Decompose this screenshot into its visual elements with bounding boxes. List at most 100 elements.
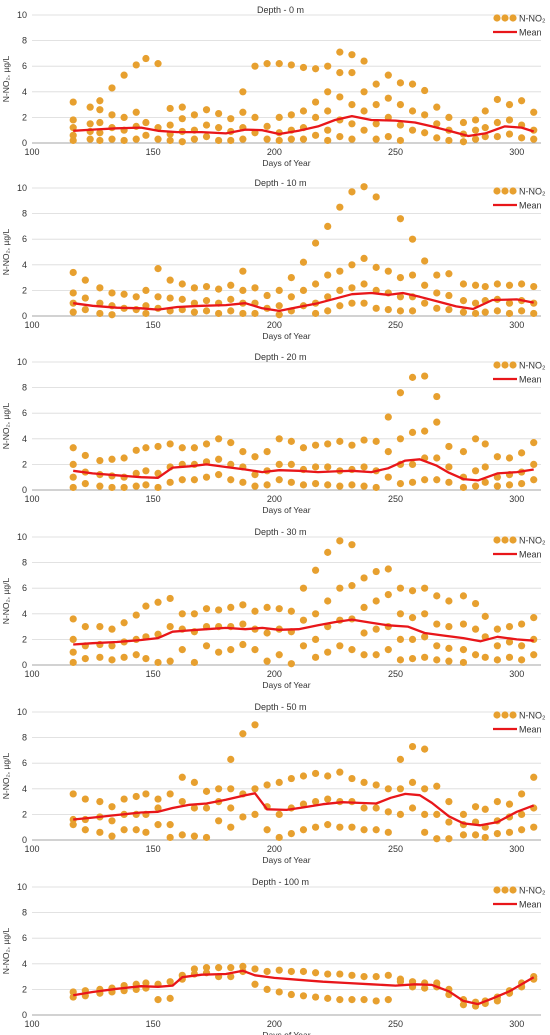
- sample-point: [372, 80, 380, 88]
- sample-point: [299, 107, 308, 115]
- sample-point: [287, 967, 295, 976]
- sample-point: [324, 772, 332, 780]
- sample-point: [384, 996, 392, 1004]
- sample-point: [120, 290, 128, 298]
- sample-point: [108, 84, 116, 92]
- sample-point: [408, 804, 417, 812]
- sample-point: [287, 135, 295, 143]
- sample-point: [263, 629, 271, 637]
- sample-point: [311, 993, 320, 1001]
- sample-point: [505, 130, 514, 138]
- sample-point: [132, 135, 140, 143]
- y-tick-label: 2: [22, 112, 27, 122]
- sample-point: [215, 471, 223, 479]
- sample-point: [120, 454, 128, 462]
- sample-point: [372, 483, 380, 492]
- sample-point: [408, 428, 417, 436]
- sample-point: [471, 116, 480, 124]
- x-tick-label: 100: [24, 669, 39, 679]
- sample-point: [287, 293, 295, 301]
- sample-point: [348, 299, 356, 307]
- sample-point: [324, 136, 332, 145]
- sample-point: [471, 467, 480, 475]
- sample-point: [421, 785, 429, 793]
- sample-point: [421, 745, 429, 753]
- sample-point: [275, 460, 283, 468]
- sample-point: [396, 610, 405, 618]
- sample-point: [227, 603, 235, 612]
- sample-point: [336, 48, 344, 56]
- sample-point: [360, 651, 368, 659]
- sample-point: [142, 309, 150, 318]
- sample-point: [96, 798, 104, 806]
- sample-point: [530, 773, 538, 781]
- sample-point: [421, 584, 429, 592]
- sample-point: [360, 436, 368, 444]
- sample-point: [202, 121, 211, 129]
- sample-point: [433, 103, 441, 111]
- y-tick-label: 4: [22, 959, 27, 969]
- sample-point: [81, 276, 89, 284]
- sample-point: [166, 978, 174, 986]
- sample-point: [275, 833, 283, 842]
- sample-point: [108, 832, 116, 840]
- sample-point: [108, 625, 116, 633]
- sample-point: [421, 427, 429, 435]
- sample-point: [287, 460, 295, 468]
- sample-point: [132, 61, 140, 69]
- sample-point: [336, 642, 344, 650]
- sample-point: [518, 642, 526, 650]
- sample-point: [239, 286, 247, 294]
- sample-point: [445, 463, 453, 471]
- sample-point: [154, 293, 162, 301]
- sample-point: [324, 795, 332, 803]
- sample-point: [299, 772, 308, 780]
- panel-title: Depth - 20 m: [254, 352, 306, 362]
- sample-point: [481, 308, 489, 316]
- sample-point: [178, 610, 186, 618]
- x-tick-label: 300: [509, 844, 524, 854]
- sample-point: [69, 308, 77, 316]
- legend-label-samples: N-NO₂: [519, 886, 546, 896]
- sample-point: [239, 640, 247, 649]
- sample-point: [360, 88, 368, 96]
- sample-point: [311, 131, 320, 139]
- sample-point: [372, 826, 380, 834]
- sample-point: [530, 460, 538, 468]
- sample-point: [396, 810, 405, 819]
- sample-point: [132, 792, 140, 801]
- sample-point: [481, 440, 489, 448]
- sample-point: [120, 113, 128, 121]
- sample-point: [360, 826, 368, 834]
- legend-marker-samples: [509, 886, 517, 894]
- sample-point: [493, 656, 501, 664]
- sample-point: [275, 302, 283, 310]
- y-tick-label: 4: [22, 260, 27, 270]
- sample-point: [287, 478, 295, 486]
- y-tick-label: 8: [22, 558, 27, 568]
- y-tick-label: 0: [22, 311, 27, 321]
- sample-point: [396, 480, 405, 488]
- legend-label-samples: N-NO₂: [519, 187, 546, 197]
- sample-point: [215, 109, 223, 118]
- sample-point: [263, 448, 271, 456]
- legend-marker-samples: [501, 711, 509, 719]
- sample-point: [336, 69, 344, 77]
- sample-point: [445, 291, 453, 300]
- legend-marker-samples: [493, 711, 501, 719]
- x-axis-label: Days of Year: [262, 505, 310, 515]
- sample-point: [518, 826, 526, 834]
- sample-point: [215, 964, 223, 972]
- sample-point: [251, 62, 259, 70]
- y-tick-label: 8: [22, 36, 27, 46]
- legend-label-mean: Mean: [519, 725, 542, 735]
- sample-point: [154, 442, 162, 451]
- legend-marker-samples: [509, 711, 517, 719]
- sample-point: [299, 967, 308, 976]
- legend-marker-samples: [493, 187, 501, 195]
- sample-point: [69, 444, 77, 452]
- sample-point: [96, 309, 104, 318]
- sample-point: [471, 309, 480, 318]
- sample-point: [190, 135, 198, 143]
- x-axis-label: Days of Year: [262, 680, 310, 690]
